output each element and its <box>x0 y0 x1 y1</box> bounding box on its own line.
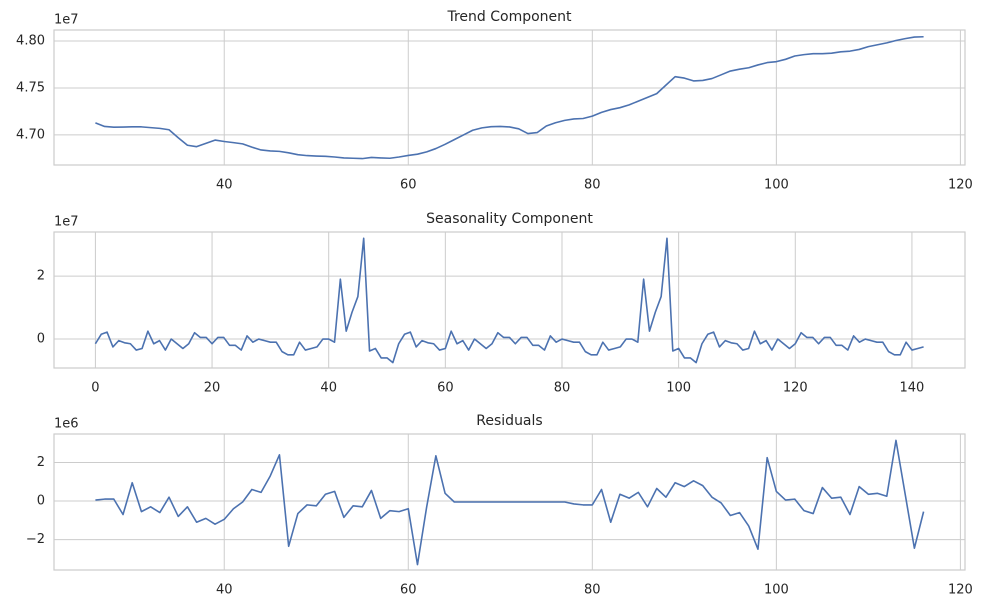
x-tick-label: 120 <box>948 583 973 598</box>
series-line <box>94 237 924 364</box>
y-tick-label: 4.75 <box>16 80 45 95</box>
y-tick-label: 4.70 <box>16 127 45 142</box>
series-line <box>95 35 924 160</box>
offset-label: 1e7 <box>54 215 79 230</box>
offset-label: 1e7 <box>54 13 79 28</box>
y-tick-label: 4.80 <box>16 33 45 48</box>
x-tick-label: 100 <box>764 178 789 193</box>
x-tick-label: 40 <box>320 381 337 396</box>
x-tick-label: 120 <box>948 178 973 193</box>
axes-frame <box>53 231 966 369</box>
offset-label: 1e6 <box>54 417 79 432</box>
x-tick-label: 0 <box>91 381 99 396</box>
x-tick-label: 40 <box>216 178 233 193</box>
x-tick-label: 80 <box>584 583 601 598</box>
y-tick-label: 0 <box>37 332 45 347</box>
x-tick-label: 140 <box>900 381 925 396</box>
chart-title: Seasonality Component <box>426 211 593 227</box>
axes-frame <box>53 433 966 571</box>
y-tick-label: 2 <box>37 269 45 284</box>
x-tick-label: 20 <box>204 381 221 396</box>
x-tick-label: 80 <box>584 178 601 193</box>
x-tick-label: 60 <box>437 381 454 396</box>
y-tick-label: −2 <box>26 532 45 547</box>
series-line <box>95 439 925 566</box>
x-tick-label: 60 <box>400 583 417 598</box>
axes-frame <box>53 29 966 166</box>
chart-title: Trend Component <box>446 9 572 25</box>
x-tick-label: 120 <box>783 381 808 396</box>
x-tick-label: 100 <box>666 381 691 396</box>
x-tick-label: 60 <box>400 178 417 193</box>
x-tick-label: 100 <box>764 583 789 598</box>
x-tick-label: 40 <box>216 583 233 598</box>
y-tick-label: 2 <box>37 455 45 470</box>
y-tick-label: 0 <box>37 494 45 509</box>
x-tick-label: 80 <box>554 381 571 396</box>
chart-title: Residuals <box>476 413 542 429</box>
